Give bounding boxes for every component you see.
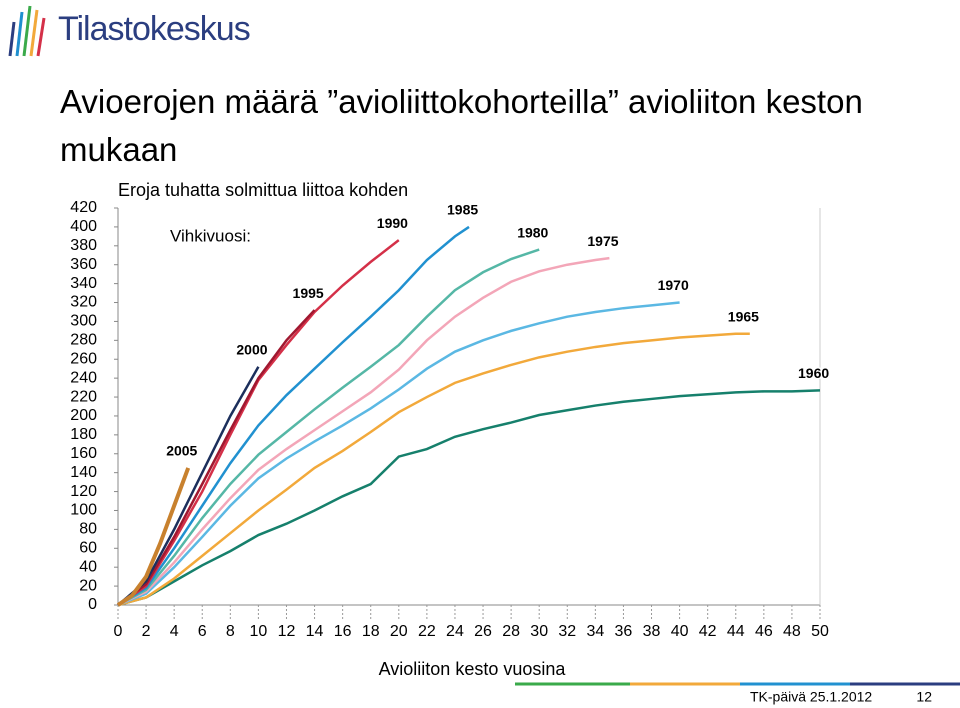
series-label: 1990: [377, 215, 408, 231]
x-tick-label: 24: [446, 623, 464, 640]
x-tick-label: 12: [278, 623, 296, 640]
series-label: 1960: [798, 365, 829, 381]
cohort-line: [117, 239, 400, 607]
x-tick-label: 28: [502, 623, 520, 640]
y-tick-label: 360: [70, 256, 97, 273]
logo-text: Tilastokeskus: [58, 10, 251, 48]
cohort-line: [117, 256, 610, 607]
y-tick-label: 200: [70, 407, 97, 424]
x-tick-label: 14: [306, 623, 324, 640]
y-tick-label: 340: [70, 275, 97, 292]
x-tick-label: 42: [699, 623, 717, 640]
footer-date: TK-päivä 25.1.2012: [750, 689, 872, 705]
series-label: 2000: [236, 342, 267, 358]
y-tick-label: 0: [88, 596, 97, 613]
cohort-line: [117, 301, 680, 607]
x-tick-label: 36: [615, 623, 633, 640]
chart-title: Eroja tuhatta solmittua liittoa kohden: [118, 180, 408, 200]
cohort-line: [117, 309, 316, 607]
y-tick-label: 260: [70, 350, 97, 367]
page-number: 12: [916, 689, 932, 705]
annotation: Vihkivuosi:: [170, 226, 251, 245]
y-tick-label: 60: [79, 540, 97, 557]
y-tick-label: 40: [79, 558, 97, 575]
x-tick-label: 18: [362, 623, 380, 640]
y-tick-label: 320: [70, 294, 97, 311]
x-tick-label: 50: [811, 623, 829, 640]
x-tick-label: 34: [586, 623, 604, 640]
series-label: 1975: [587, 233, 618, 249]
x-axis-label: Avioliiton kesto vuosina: [379, 659, 567, 679]
cohort-line: [117, 389, 821, 607]
series-label: 1995: [293, 285, 324, 301]
cohort-line: [117, 366, 260, 606]
x-tick-label: 4: [170, 623, 179, 640]
series-label: 2005: [166, 443, 197, 459]
logo-icon: [8, 5, 46, 57]
x-tick-label: 32: [558, 623, 576, 640]
x-tick-label: 10: [250, 623, 268, 640]
x-tick-label: 30: [530, 623, 548, 640]
x-tick-label: 38: [643, 623, 661, 640]
y-tick-label: 420: [70, 199, 97, 216]
x-tick-label: 20: [390, 623, 408, 640]
x-tick-label: 46: [755, 623, 773, 640]
y-tick-label: 380: [70, 237, 97, 254]
x-tick-label: 16: [334, 623, 352, 640]
cohort-line: [117, 332, 750, 607]
x-tick-label: 2: [142, 623, 151, 640]
x-tick-label: 48: [783, 623, 801, 640]
y-tick-label: 240: [70, 369, 97, 386]
series-label: 1985: [447, 202, 478, 218]
series-label: 1970: [658, 277, 689, 293]
y-tick-label: 300: [70, 313, 97, 330]
cohort-line: [117, 248, 540, 607]
series-label: 1980: [517, 224, 548, 240]
x-tick-label: 0: [114, 623, 123, 640]
y-tick-label: 100: [70, 502, 97, 519]
x-tick-label: 44: [727, 623, 745, 640]
y-tick-label: 160: [70, 445, 97, 462]
series-label: 1965: [728, 308, 759, 324]
x-tick-label: 26: [474, 623, 492, 640]
slide-title: Avioerojen määrä ”avioliittokohorteilla”…: [60, 83, 863, 168]
y-tick-label: 140: [70, 464, 97, 481]
x-tick-label: 8: [226, 623, 235, 640]
y-tick-label: 80: [79, 521, 97, 538]
x-tick-label: 22: [418, 623, 436, 640]
x-tick-label: 6: [198, 623, 207, 640]
y-tick-label: 120: [70, 483, 97, 500]
y-tick-label: 220: [70, 388, 97, 405]
y-tick-label: 280: [70, 332, 97, 349]
x-tick-label: 40: [671, 623, 689, 640]
y-tick-label: 400: [70, 218, 97, 235]
cohort-line: [116, 467, 191, 607]
cohort-line: [117, 225, 470, 607]
y-tick-label: 180: [70, 426, 97, 443]
y-tick-label: 20: [79, 577, 97, 594]
